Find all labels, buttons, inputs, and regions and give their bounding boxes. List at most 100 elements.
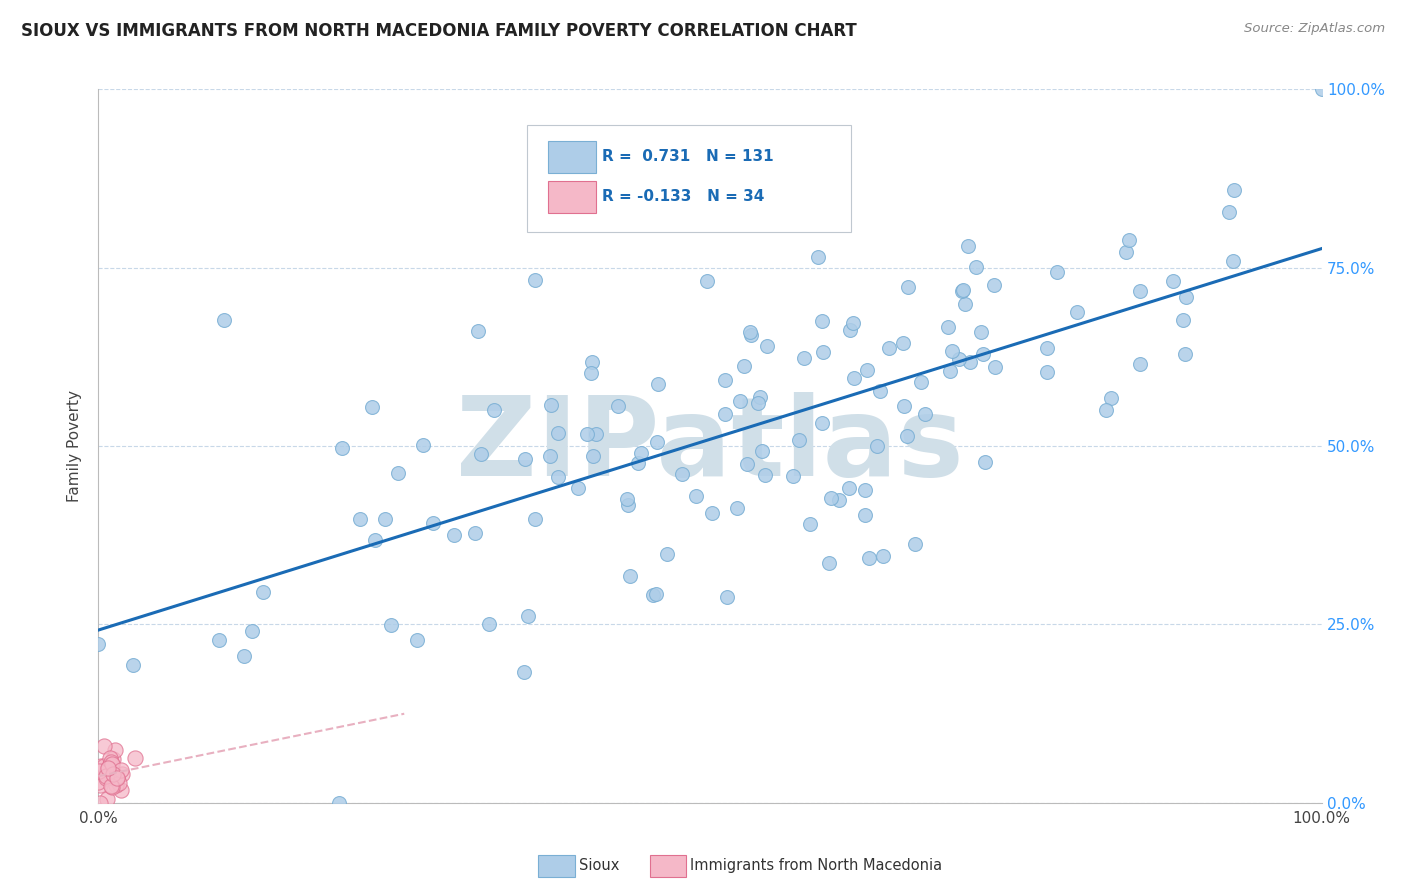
Point [110,763,132,777]
Point [1310,82,1333,96]
Text: R = -0.133   N = 34: R = -0.133 N = 34 [602,189,763,203]
Point [1066,305,1088,319]
Point [105,778,128,792]
Point [869,384,891,399]
Point [972,347,994,361]
Point [212,313,235,327]
Point [412,438,434,452]
Point [105,771,128,785]
Point [959,354,981,368]
Point [811,314,834,328]
Point [478,616,501,631]
Point [685,489,707,503]
Point [547,426,569,441]
Point [630,446,652,460]
Point [853,483,876,498]
Point [910,375,932,389]
Point [524,512,547,526]
Point [208,632,231,647]
Point [380,617,402,632]
Point [793,351,815,366]
Point [581,355,603,369]
Point [87,637,110,651]
Point [516,609,538,624]
Point [464,526,486,541]
Point [108,775,131,789]
Point [93,739,115,753]
Point [101,763,124,777]
Point [950,284,973,298]
Point [952,283,974,297]
Point [725,501,748,516]
Point [575,426,598,441]
Point [89,796,111,810]
Point [100,756,122,770]
Point [97,768,120,782]
Point [97,761,120,775]
Point [405,632,427,647]
Point [733,359,755,374]
Point [716,590,738,604]
Point [747,395,769,409]
Point [538,449,561,463]
Point [702,506,724,520]
Point [98,770,121,784]
Point [811,345,834,359]
Point [1129,357,1152,371]
Point [607,399,630,413]
Point [866,439,889,453]
Point [671,467,693,481]
Point [896,429,918,443]
Point [387,466,409,480]
Point [828,493,851,508]
Point [897,279,920,293]
Point [233,648,256,663]
Point [547,470,569,484]
Point [948,351,970,366]
Point [616,498,638,512]
Point [939,364,962,378]
Point [105,772,128,787]
Point [349,512,371,526]
Point [101,752,124,766]
Point [782,468,804,483]
Point [252,584,274,599]
Point [1099,391,1122,405]
Point [953,297,976,311]
Point [893,400,915,414]
Point [523,273,546,287]
Point [965,260,987,274]
Point [90,758,112,772]
Point [756,339,779,353]
Point [110,783,132,797]
Point [844,371,866,385]
Point [737,457,759,471]
Point [696,274,718,288]
Point [105,770,128,784]
Point [645,587,668,601]
Point [891,335,914,350]
Point [655,547,678,561]
Point [1094,403,1116,417]
Point [1036,341,1059,355]
Point [855,362,877,376]
Point [853,508,876,522]
Point [567,481,589,495]
Point [579,366,602,380]
Point [877,341,900,355]
Point [807,251,830,265]
Point [647,376,669,391]
Point [936,320,959,334]
Point [121,658,143,673]
Point [751,444,773,458]
Text: Source: ZipAtlas.com: Source: ZipAtlas.com [1244,22,1385,36]
Point [96,769,118,783]
Point [1035,365,1057,379]
Point [1171,312,1194,326]
Point [1223,183,1246,197]
Point [513,452,536,467]
Point [714,372,737,386]
Point [811,416,834,430]
Point [364,533,387,548]
Point [422,516,444,530]
